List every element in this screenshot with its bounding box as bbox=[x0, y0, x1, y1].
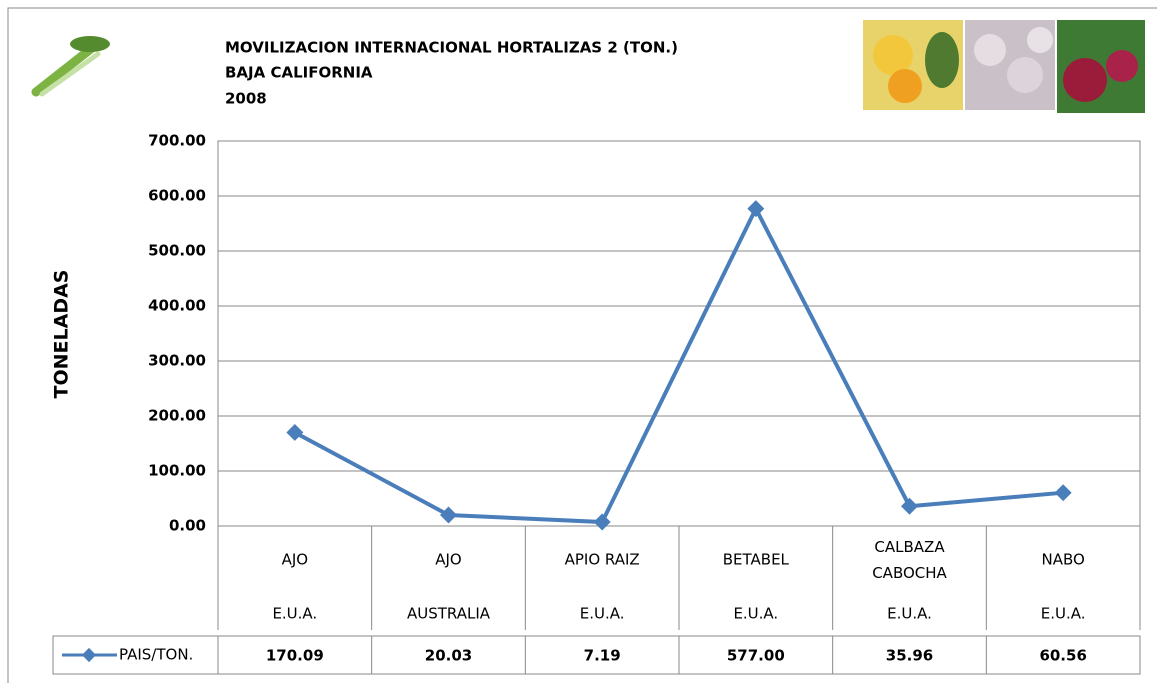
series-line bbox=[293, 204, 1064, 525]
x-tick-label: BETABEL bbox=[723, 551, 790, 569]
x-tick-label: CALBAZA CABOCHA bbox=[872, 538, 947, 582]
celery-icon bbox=[31, 36, 110, 97]
y-tick-label: 100.00 bbox=[148, 462, 206, 480]
legend-marker bbox=[81, 647, 97, 663]
data-table-value: 170.09 bbox=[266, 647, 324, 665]
x-tick-label: NABO bbox=[1042, 551, 1085, 569]
point-marker bbox=[593, 513, 611, 531]
data-table-value: 577.00 bbox=[727, 647, 785, 665]
x-tick-label: APIO RAIZ bbox=[565, 551, 640, 569]
y-tick-label: 0.00 bbox=[169, 517, 206, 535]
legend-label: PAIS/TON. bbox=[119, 646, 193, 664]
y-tick-label: 400.00 bbox=[148, 297, 206, 315]
y-tick-label: 500.00 bbox=[148, 242, 206, 260]
data-table-value: 20.03 bbox=[425, 647, 472, 665]
y-axis-label: TONELADAS bbox=[51, 270, 73, 399]
y-tick-label: 600.00 bbox=[148, 187, 206, 205]
x-tick-country: E.U.A. bbox=[1041, 605, 1086, 623]
point-marker bbox=[747, 200, 765, 218]
x-tick-country: E.U.A. bbox=[887, 605, 932, 623]
point-marker bbox=[286, 423, 304, 441]
vegetable-photos bbox=[863, 20, 1145, 113]
x-tick-country: E.U.A. bbox=[272, 605, 317, 623]
chart-frame bbox=[7, 7, 1157, 687]
point-marker bbox=[901, 497, 918, 515]
y-tick-label: 300.00 bbox=[148, 352, 206, 370]
data-table-value: 7.19 bbox=[584, 647, 621, 665]
y-tick-label: 700.00 bbox=[148, 132, 206, 150]
x-tick-label: AJO bbox=[282, 551, 309, 569]
chart-year: 2008 bbox=[225, 90, 267, 108]
x-tick-country: E.U.A. bbox=[580, 605, 625, 623]
x-tick-country: E.U.A. bbox=[733, 605, 778, 623]
x-tick-label: AJO bbox=[435, 551, 462, 569]
x-tick-country: AUSTRALIA bbox=[407, 605, 491, 623]
data-table-value: 35.96 bbox=[886, 647, 933, 665]
chart-subtitle: BAJA CALIFORNIA bbox=[225, 64, 373, 82]
data-table-value: 60.56 bbox=[1039, 647, 1086, 665]
chart-title: MOVILIZACION INTERNACIONAL HORTALIZAS 2 … bbox=[225, 39, 678, 57]
y-tick-label: 200.00 bbox=[148, 407, 206, 425]
